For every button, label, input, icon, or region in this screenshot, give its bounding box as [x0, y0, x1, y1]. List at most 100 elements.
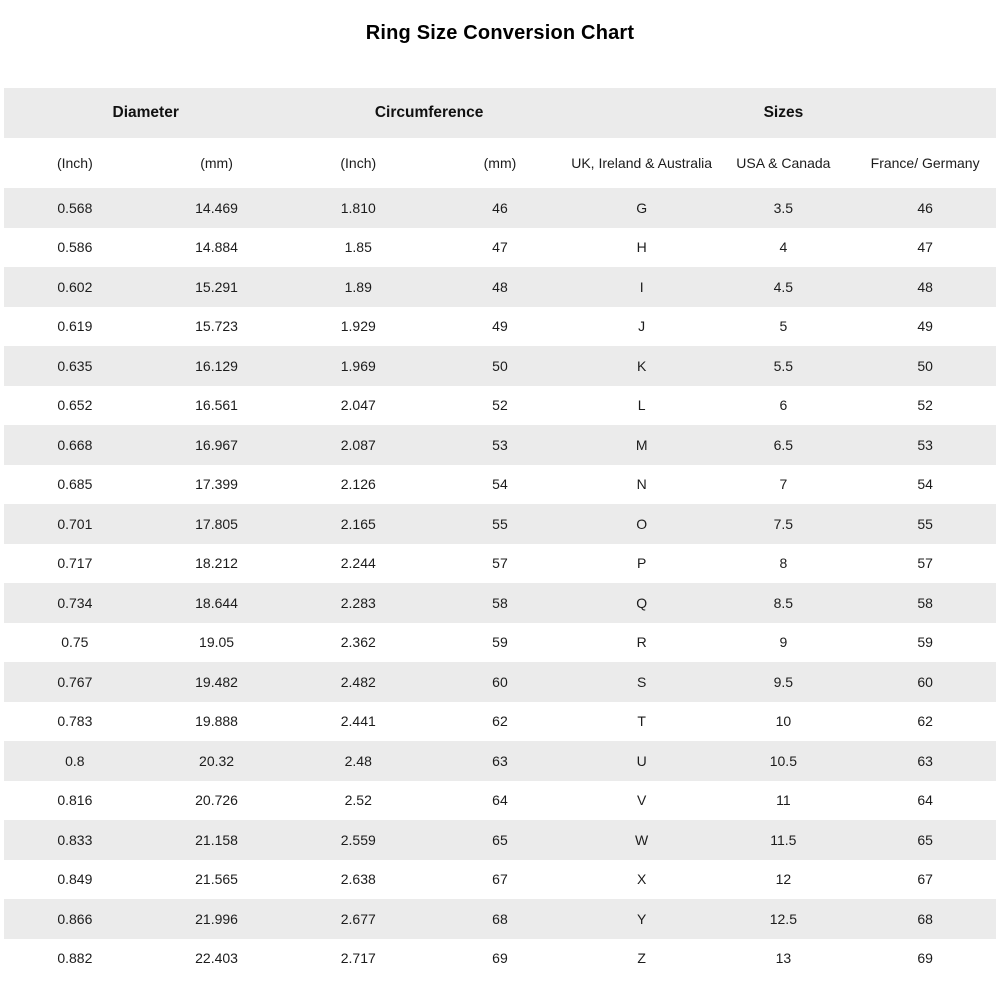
table-cell: 4: [779, 239, 788, 256]
table-cell: 65: [492, 831, 508, 848]
table-cell: 19.05: [199, 634, 235, 651]
table-cell: 2.244: [340, 555, 376, 572]
table-cell: 12: [775, 871, 792, 888]
table-cell: 10: [775, 713, 792, 730]
table-cell: 46: [492, 199, 508, 216]
table-cell: 59: [917, 634, 933, 651]
table-cell: 63: [917, 752, 933, 769]
table-cell: 0.767: [57, 673, 93, 690]
table-row: 0.668 16.967 2.087 53 M 6.5 53: [4, 425, 996, 465]
table-cell: 0.734: [57, 594, 93, 611]
table-cell: 60: [492, 673, 508, 690]
table-cell: 16.561: [195, 397, 238, 414]
table-cell: 9: [779, 634, 788, 651]
table-cell: Z: [637, 950, 646, 967]
table-cell: 2.52: [344, 792, 372, 809]
table-cell: N: [636, 476, 647, 493]
table-cell: 17.805: [195, 515, 238, 532]
table-cell: 55: [917, 515, 933, 532]
table-cell: 20.726: [195, 792, 238, 809]
table-cell: L: [637, 397, 646, 414]
table-cell: 3.5: [773, 199, 794, 216]
table-cell: 15.723: [195, 318, 238, 335]
table-cell: 14.884: [195, 239, 238, 256]
table-cell: K: [636, 357, 647, 374]
table-cell: 2.559: [340, 831, 376, 848]
table-cell: 2.441: [340, 713, 376, 730]
table-cell: 21.158: [195, 831, 238, 848]
table-row: 0.586 14.884 1.85 47 H 4 47: [4, 227, 996, 267]
table-cell: 69: [917, 950, 933, 967]
table-cell: 54: [917, 476, 933, 493]
table-cell: U: [636, 752, 647, 769]
table-cell: 63: [492, 752, 508, 769]
table-cell: 59: [492, 634, 508, 651]
column-header-circumference-mm: (mm): [483, 154, 517, 171]
table-cell: 19.888: [195, 713, 238, 730]
table-cell: 2.126: [340, 476, 376, 493]
table-cell: 0.668: [57, 436, 93, 453]
table-cell: 2.283: [340, 594, 376, 611]
table-cell: T: [637, 713, 646, 730]
table-cell: 0.833: [57, 831, 93, 848]
table-cell: 2.087: [340, 436, 376, 453]
table-cell: 19.482: [195, 673, 238, 690]
table-cell: 17.399: [195, 476, 238, 493]
table-cell: 5: [779, 318, 788, 335]
table-row: 0.701 17.805 2.165 55 O 7.5 55: [4, 504, 996, 544]
table-cell: 6.5: [773, 436, 794, 453]
table-cell: 2.047: [340, 397, 376, 414]
column-group-circumference: Circumference: [374, 104, 484, 121]
table-cell: 14.469: [195, 199, 238, 216]
table-cell: 57: [917, 555, 933, 572]
table-cell: 7: [779, 476, 788, 493]
table-cell: 2.165: [340, 515, 376, 532]
table-cell: 1.969: [340, 357, 376, 374]
table-cell: 2.362: [340, 634, 376, 651]
table-cell: 8.5: [773, 594, 794, 611]
table-cell: W: [635, 831, 649, 848]
table-cell: 50: [917, 357, 933, 374]
table-cell: 0.866: [57, 910, 93, 927]
table-cell: 16.129: [195, 357, 238, 374]
table-cell: R: [636, 634, 647, 651]
table-cell: X: [636, 871, 647, 888]
table-cell: 0.635: [57, 357, 93, 374]
table-cell: 0.783: [57, 713, 93, 730]
table-cell: 64: [917, 792, 933, 809]
table-row: 0.619 15.723 1.929 49 J 5 49: [4, 306, 996, 346]
table-cell: 11: [776, 792, 791, 809]
table-cell: 8: [779, 555, 788, 572]
table-cell: 52: [492, 397, 508, 414]
table-cell: 0.568: [57, 199, 93, 216]
table-cell: 64: [492, 792, 508, 809]
table-cell: 18.212: [195, 555, 238, 572]
column-header-france-germany: France/ Germany: [870, 154, 980, 171]
table-body: 0.568 14.469 1.810 46 G 3.5 46 0.586 14.884 1.85 4…: [4, 188, 996, 978]
table-cell: 0.701: [57, 515, 93, 532]
column-group-row: Diameter Circumference Sizes: [4, 88, 996, 138]
table-row: 0.8 20.32 2.48 63 U 10.5 63: [4, 741, 996, 781]
table-cell: Q: [636, 594, 648, 611]
table-cell: 58: [917, 594, 933, 611]
table-cell: 15.291: [195, 278, 238, 295]
table-cell: 0.619: [57, 318, 93, 335]
table-cell: 46: [917, 199, 933, 216]
table-cell: 54: [492, 476, 508, 493]
table-cell: 2.638: [340, 871, 376, 888]
table-cell: 5.5: [773, 357, 794, 374]
table-cell: 12.5: [769, 910, 797, 927]
table-cell: P: [636, 555, 647, 572]
table-row: 0.882 22.403 2.717 69 Z 13 69: [4, 938, 996, 978]
table-row: 0.652 16.561 2.047 52 L 6 52: [4, 385, 996, 425]
table-cell: 0.8: [65, 752, 85, 769]
table-cell: 9.5: [773, 673, 794, 690]
table-cell: 1.929: [340, 318, 376, 335]
table-row: 0.816 20.726 2.52 64 V 11 64: [4, 780, 996, 820]
table-cell: 55: [492, 515, 508, 532]
table-cell: 6: [779, 397, 788, 414]
table-cell: 2.48: [344, 752, 372, 769]
table-cell: 1.85: [344, 239, 372, 256]
table-cell: 53: [492, 436, 508, 453]
table-cell: 0.652: [57, 397, 93, 414]
